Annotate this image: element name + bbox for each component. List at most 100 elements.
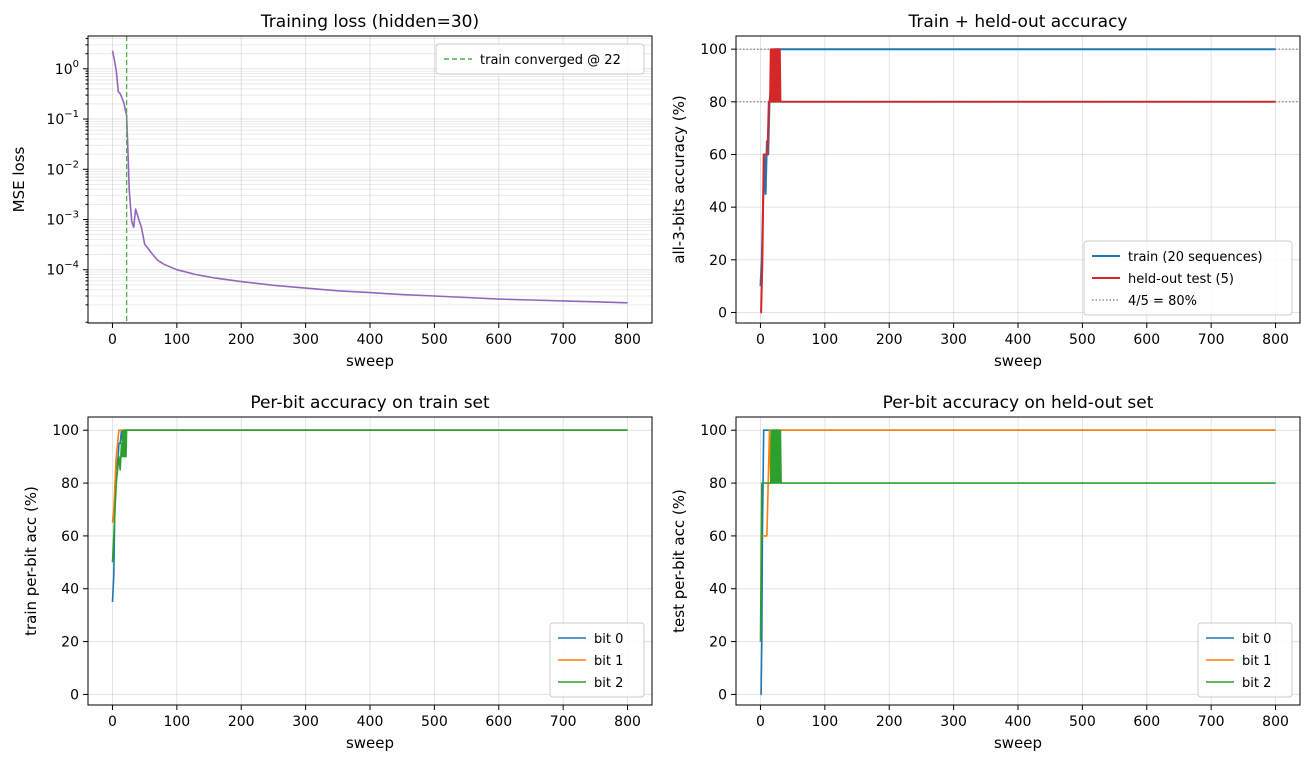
- x-tick-label: 100: [811, 714, 838, 730]
- y-axis-label: all-3-bits accuracy (%): [670, 95, 688, 263]
- x-tick-label: 400: [357, 714, 384, 730]
- legend-box: [435, 43, 645, 75]
- x-tick-label: 200: [228, 332, 255, 348]
- x-tick-label: 800: [614, 714, 641, 730]
- legend: train converged @ 22: [435, 43, 645, 75]
- x-tick-label: 0: [756, 714, 765, 730]
- x-tick-label: 700: [550, 332, 577, 348]
- x-tick-label: 700: [1198, 714, 1225, 730]
- y-tick-label: 80: [61, 476, 79, 492]
- x-tick-label: 800: [614, 332, 641, 348]
- y-tick-label: 0: [718, 687, 727, 703]
- legend-entry: 4/5 = 80%: [1128, 294, 1197, 309]
- legend-entry: bit 0: [1242, 632, 1271, 647]
- legend: train (20 sequences) held-out test (5) 4/5…: [1083, 240, 1293, 316]
- plot-frame: [87, 416, 653, 706]
- x-tick-label: 800: [1262, 714, 1289, 730]
- legend-entry: bit 1: [594, 654, 623, 669]
- legend-entry: held-out test (5): [1128, 272, 1234, 287]
- y-tick-label: 60: [709, 529, 727, 545]
- series-line-loss: [111, 50, 628, 304]
- y-tick-label: 10−2: [46, 159, 79, 178]
- y-tick-label: 100: [52, 423, 79, 439]
- y-tick-label: 80: [709, 95, 727, 111]
- x-tick-label: 500: [421, 332, 448, 348]
- y-tick-label: 40: [709, 582, 727, 598]
- y-tick-label: 20: [709, 253, 727, 269]
- x-tick-label: 100: [811, 332, 838, 348]
- y-tick-label: 80: [709, 476, 727, 492]
- y-tick-label: 20: [61, 635, 79, 651]
- x-tick-label: 400: [357, 332, 384, 348]
- legend-entry: bit 2: [594, 676, 623, 691]
- legend-box: [549, 622, 645, 698]
- x-tick-label: 600: [485, 332, 512, 348]
- y-axis-label: train per-bit acc (%): [22, 486, 40, 636]
- x-tick-label: 500: [1069, 332, 1096, 348]
- x-tick-label: 0: [756, 332, 765, 348]
- chart-title: Training loss (hidden=30): [260, 12, 479, 32]
- series-line-held-out-test-5-: [760, 48, 1276, 314]
- plot-frame: [735, 35, 1301, 324]
- x-tick-label: 300: [940, 332, 967, 348]
- chart-title: Per-bit accuracy on held-out set: [883, 393, 1154, 413]
- chart-panel-acc: 0 100 200 300 400 500 600 700 800 0 20 40 60 80 100 Tra…: [670, 12, 1301, 370]
- x-tick-label: 700: [550, 714, 577, 730]
- y-tick-label: 100: [700, 423, 727, 439]
- y-tick-label: 100: [700, 42, 727, 58]
- y-axis-label: test per-bit acc (%): [670, 489, 688, 633]
- x-tick-label: 200: [876, 332, 903, 348]
- y-tick-label: 10−4: [46, 260, 79, 279]
- x-tick-label: 300: [940, 714, 967, 730]
- x-tick-label: 300: [292, 714, 319, 730]
- x-tick-label: 100: [163, 332, 190, 348]
- series-line-bit-2: [759, 429, 1276, 642]
- legend-box: [1197, 622, 1293, 698]
- x-tick-label: 200: [876, 714, 903, 730]
- y-tick-label: 20: [709, 635, 727, 651]
- x-tick-label: 500: [421, 714, 448, 730]
- y-tick-label: 0: [718, 305, 727, 321]
- x-tick-label: 700: [1198, 332, 1225, 348]
- y-tick-label: 10−1: [46, 109, 79, 128]
- series-line-bit-1: [111, 429, 628, 523]
- legend-entry: bit 1: [1242, 654, 1271, 669]
- x-axis-label: sweep: [346, 352, 394, 370]
- legend-entry: train converged @ 22: [480, 53, 621, 68]
- chart-title: Train + held-out accuracy: [908, 12, 1128, 32]
- chart-panel-trainbits: 0 100 200 300 400 500 600 700 800 0 20 40 60 80 100 Per…: [22, 393, 653, 752]
- x-tick-label: 600: [1133, 714, 1160, 730]
- y-tick-label: 40: [61, 582, 79, 598]
- legend-box: [1083, 240, 1293, 316]
- series-line-bit-2: [111, 429, 628, 563]
- plot-frame: [735, 416, 1301, 706]
- y-tick-label: 100: [55, 59, 79, 78]
- legend-entry: train (20 sequences): [1128, 250, 1263, 265]
- x-tick-label: 600: [485, 714, 512, 730]
- x-tick-label: 800: [1262, 332, 1289, 348]
- legend-entry: bit 2: [1242, 676, 1271, 691]
- chart-panel-testbits: 0 100 200 300 400 500 600 700 800 0 20 40 60 80 100 Per…: [670, 393, 1301, 752]
- x-tick-label: 300: [292, 332, 319, 348]
- plot-frame: [87, 35, 653, 324]
- legend: bit 0 bit 1 bit 2: [549, 622, 645, 698]
- x-tick-label: 600: [1133, 332, 1160, 348]
- x-axis-label: sweep: [994, 734, 1042, 752]
- y-tick-label: 10−3: [46, 210, 79, 229]
- x-tick-label: 0: [108, 714, 117, 730]
- y-tick-label: 40: [709, 200, 727, 216]
- x-tick-label: 200: [228, 714, 255, 730]
- x-axis-label: sweep: [346, 734, 394, 752]
- x-tick-label: 400: [1005, 714, 1032, 730]
- x-tick-label: 100: [163, 714, 190, 730]
- x-tick-label: 0: [108, 332, 117, 348]
- chart-panel-loss: 0 100 200 300 400 500 600 700 800 100 10−1 10−2 10−3…: [10, 12, 653, 370]
- x-tick-label: 400: [1005, 332, 1032, 348]
- legend-entry: bit 0: [594, 632, 623, 647]
- y-tick-label: 60: [61, 529, 79, 545]
- chart-title: Per-bit accuracy on train set: [250, 393, 490, 413]
- x-tick-label: 500: [1069, 714, 1096, 730]
- legend: bit 0 bit 1 bit 2: [1197, 622, 1293, 698]
- y-axis-label: MSE loss: [10, 146, 28, 212]
